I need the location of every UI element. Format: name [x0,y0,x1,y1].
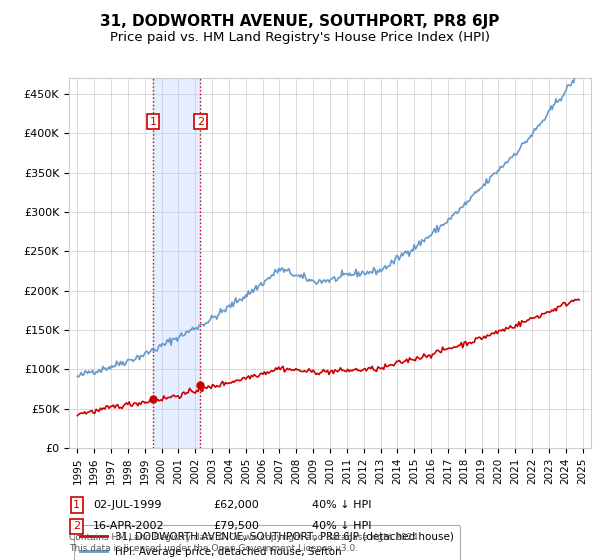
Text: 2: 2 [197,116,204,127]
Text: Contains HM Land Registry data © Crown copyright and database right 2024.
This d: Contains HM Land Registry data © Crown c… [69,533,421,553]
Text: 40% ↓ HPI: 40% ↓ HPI [312,500,371,510]
Legend: 31, DODWORTH AVENUE, SOUTHPORT, PR8 6JP (detached house), HPI: Average price, de: 31, DODWORTH AVENUE, SOUTHPORT, PR8 6JP … [74,525,460,560]
Text: 02-JUL-1999: 02-JUL-1999 [93,500,161,510]
Text: 31, DODWORTH AVENUE, SOUTHPORT, PR8 6JP: 31, DODWORTH AVENUE, SOUTHPORT, PR8 6JP [100,14,500,29]
Text: 16-APR-2002: 16-APR-2002 [93,521,164,531]
Text: Price paid vs. HM Land Registry's House Price Index (HPI): Price paid vs. HM Land Registry's House … [110,31,490,44]
Text: 1: 1 [149,116,157,127]
Text: £79,500: £79,500 [213,521,259,531]
Bar [153,78,200,448]
Text: £62,000: £62,000 [213,500,259,510]
Text: 2: 2 [73,521,80,531]
Text: 1: 1 [73,500,80,510]
Text: 40% ↓ HPI: 40% ↓ HPI [312,521,371,531]
